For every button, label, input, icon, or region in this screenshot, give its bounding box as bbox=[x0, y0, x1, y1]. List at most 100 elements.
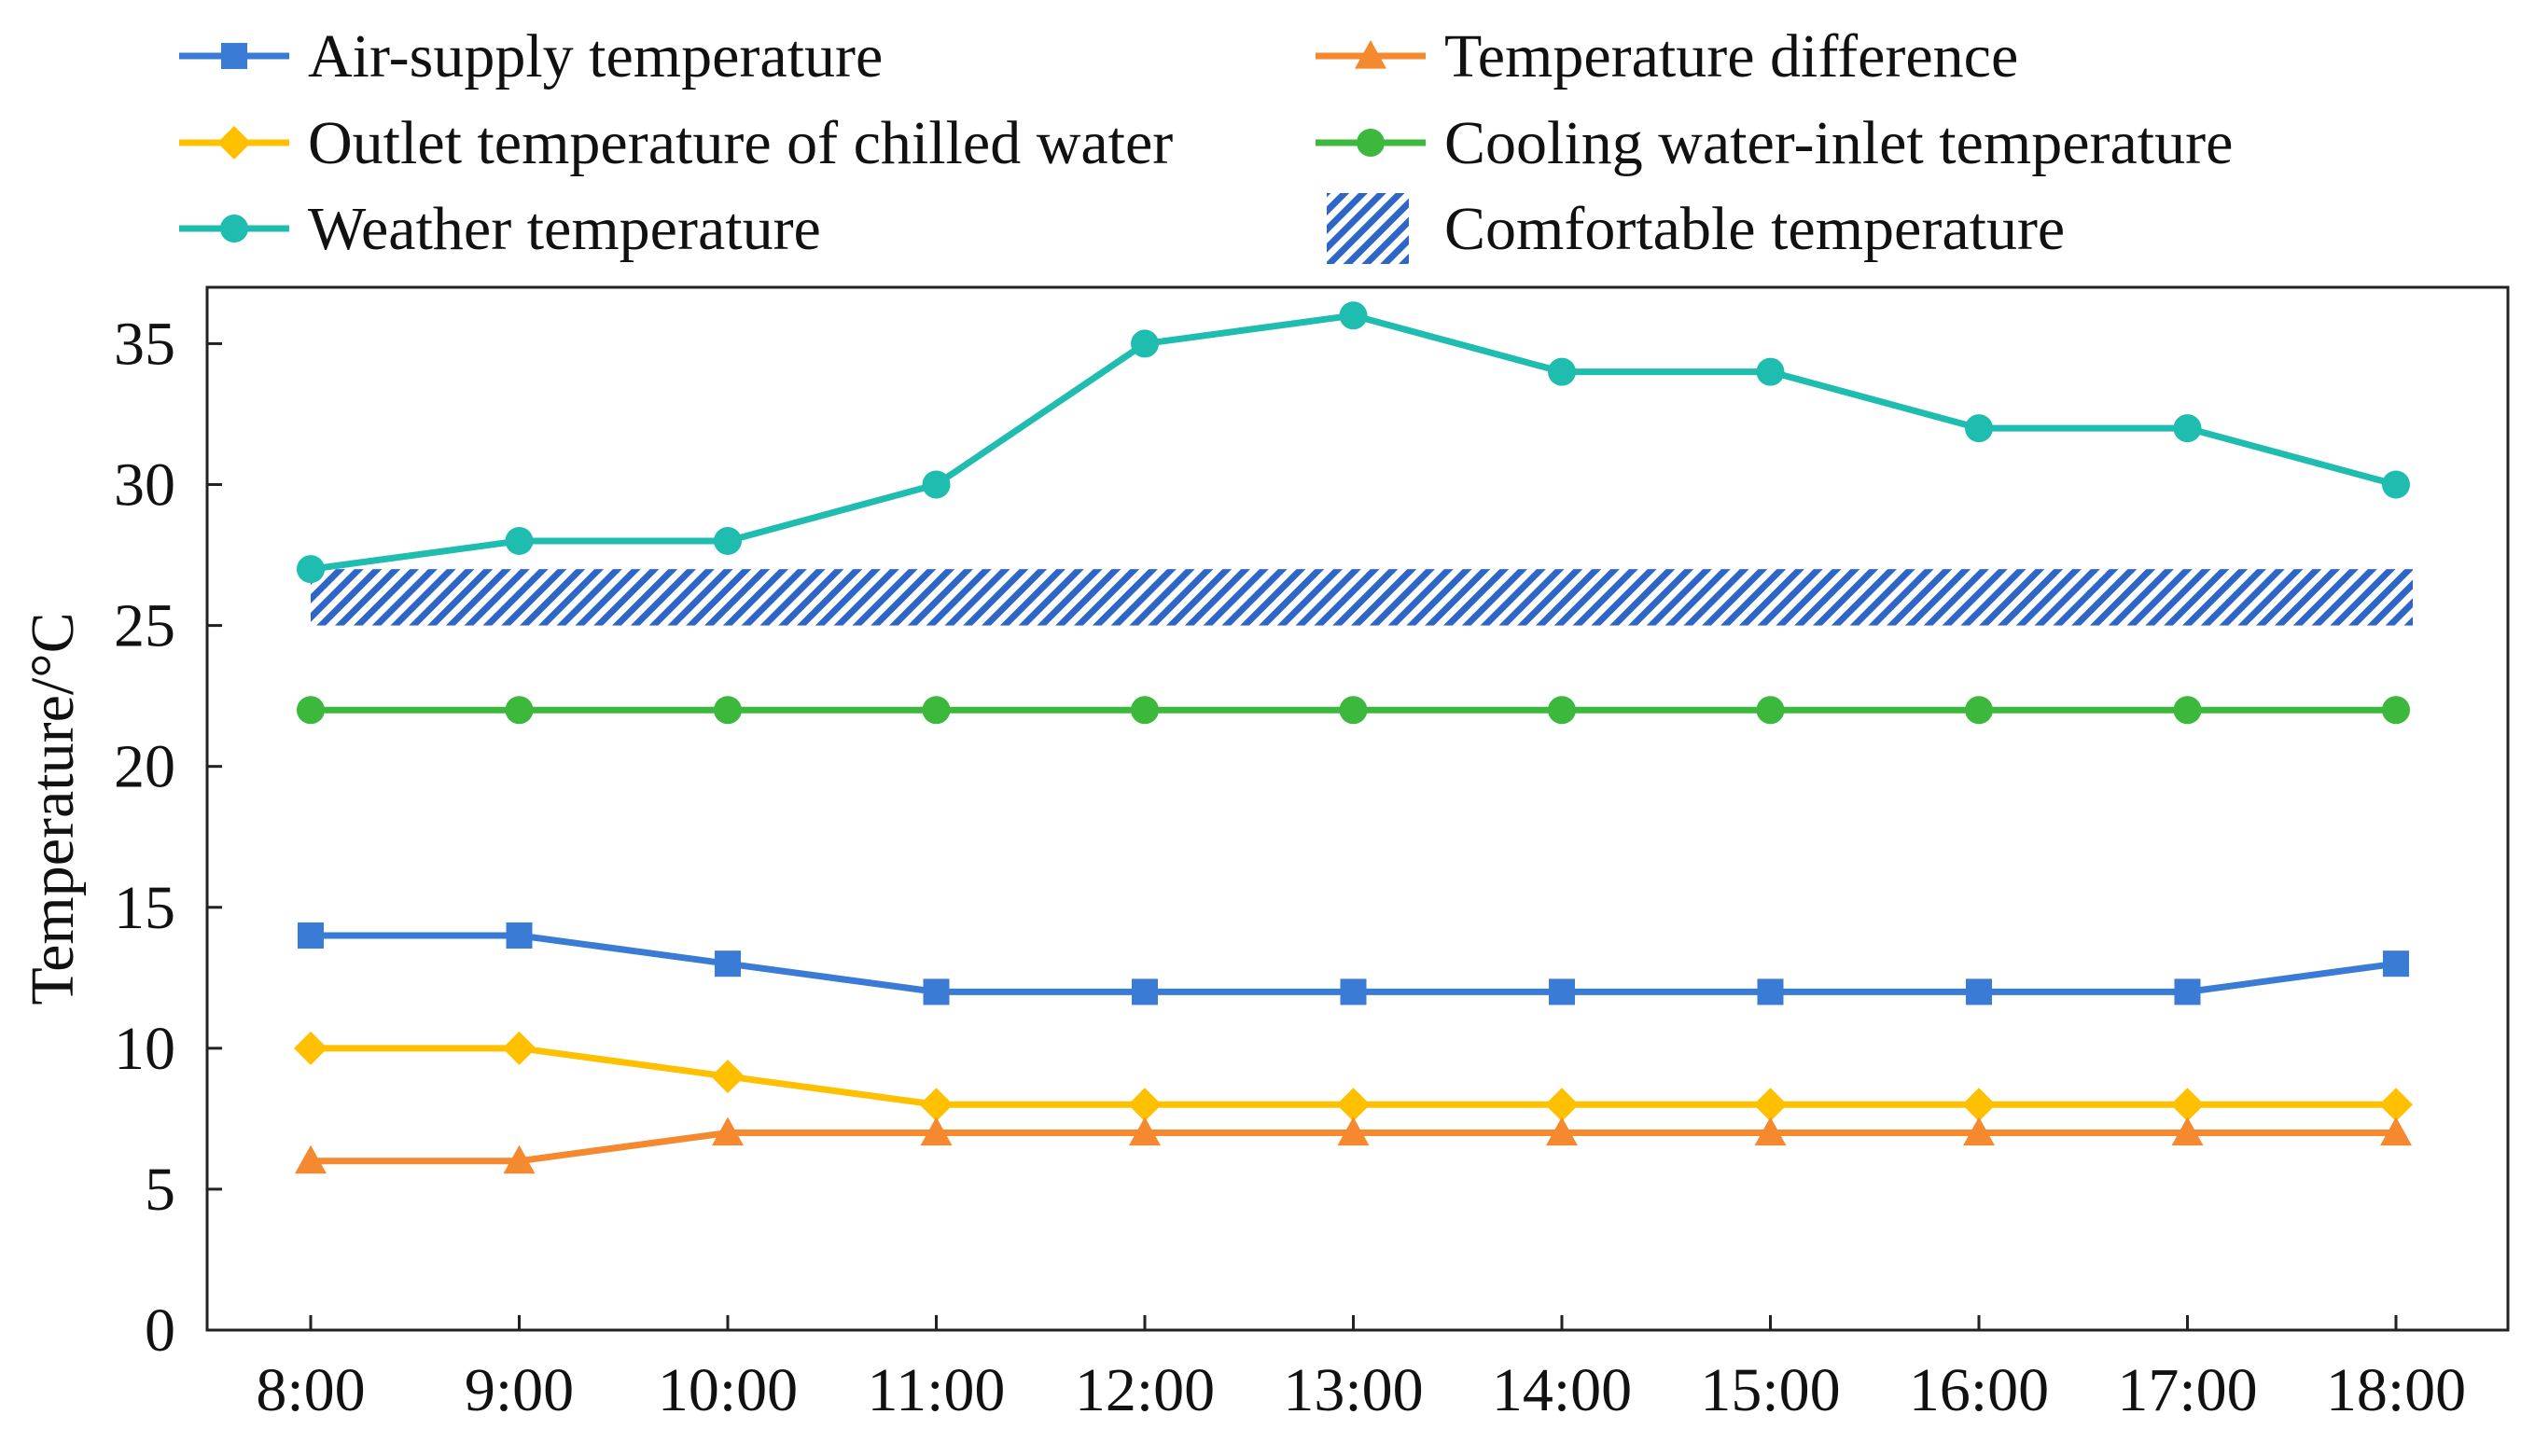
data-point-outlet-temperature-of-chilled-water bbox=[1336, 1088, 1371, 1122]
data-point-weather-temperature bbox=[922, 470, 951, 499]
data-point-weather-temperature bbox=[505, 526, 534, 555]
data-point-cooling-water-inlet-temperature bbox=[714, 696, 742, 725]
legend-swatch-marker bbox=[1357, 129, 1385, 157]
data-point-cooling-water-inlet-temperature bbox=[2382, 696, 2410, 725]
data-point-air-supply-temperature bbox=[1549, 978, 1575, 1005]
data-point-air-supply-temperature bbox=[2383, 950, 2409, 978]
data-point-cooling-water-inlet-temperature bbox=[2173, 696, 2202, 725]
x-tick-label: 13:00 bbox=[1283, 1356, 1423, 1424]
data-point-weather-temperature bbox=[1965, 414, 1993, 443]
y-tick-label: 5 bbox=[145, 1156, 175, 1224]
y-tick-label: 10 bbox=[114, 1015, 175, 1083]
data-point-air-supply-temperature bbox=[298, 922, 324, 949]
data-point-air-supply-temperature bbox=[506, 922, 533, 949]
y-tick-label: 20 bbox=[114, 733, 175, 801]
data-point-air-supply-temperature bbox=[715, 950, 741, 978]
legend-item: Weather temperature bbox=[179, 195, 821, 263]
data-point-air-supply-temperature bbox=[2174, 978, 2201, 1005]
x-tick-label: 15:00 bbox=[1700, 1356, 1840, 1424]
y-tick-label: 25 bbox=[114, 592, 175, 660]
legend-swatch-hatch bbox=[1327, 193, 1409, 264]
data-point-cooling-water-inlet-temperature bbox=[505, 696, 534, 725]
plot-frame bbox=[205, 285, 2510, 1332]
data-point-weather-temperature bbox=[1548, 357, 1576, 386]
legend-item: Outlet temperature of chilled water bbox=[179, 109, 1173, 177]
data-point-air-supply-temperature bbox=[1132, 978, 1158, 1005]
data-point-outlet-temperature-of-chilled-water bbox=[294, 1031, 327, 1065]
legend-swatch-marker bbox=[221, 43, 247, 69]
legend-label: Temperature difference bbox=[1444, 22, 2018, 90]
data-point-weather-temperature bbox=[297, 555, 325, 584]
data-point-weather-temperature bbox=[1131, 329, 1159, 358]
data-point-temperature-difference bbox=[295, 1144, 327, 1174]
legend-item: Temperature difference bbox=[1316, 22, 2018, 90]
legend-item: Comfortable temperature bbox=[1327, 193, 2065, 264]
legend-label: Cooling water-inlet temperature bbox=[1444, 109, 2233, 177]
legend-label: Weather temperature bbox=[308, 195, 821, 263]
data-point-cooling-water-inlet-temperature bbox=[1131, 696, 1159, 725]
data-point-cooling-water-inlet-temperature bbox=[297, 696, 325, 725]
x-tick-label: 12:00 bbox=[1075, 1356, 1215, 1424]
legend-label: Outlet temperature of chilled water bbox=[308, 109, 1173, 177]
legend-label: Air-supply temperature bbox=[308, 22, 883, 90]
comfort-band bbox=[311, 569, 2413, 626]
data-point-temperature-difference bbox=[1963, 1116, 1995, 1146]
data-point-air-supply-temperature bbox=[1757, 978, 1784, 1005]
legend-swatch-marker bbox=[217, 126, 251, 159]
data-point-outlet-temperature-of-chilled-water bbox=[2170, 1088, 2205, 1122]
y-axis-title: Temperature/°C bbox=[19, 612, 87, 1005]
data-point-outlet-temperature-of-chilled-water bbox=[502, 1031, 536, 1065]
data-point-cooling-water-inlet-temperature bbox=[922, 696, 951, 725]
data-point-temperature-difference bbox=[503, 1144, 536, 1174]
data-point-weather-temperature bbox=[2382, 470, 2410, 499]
y-tick-label: 30 bbox=[114, 451, 175, 520]
data-point-air-supply-temperature bbox=[1340, 978, 1367, 1005]
y-tick-label: 0 bbox=[145, 1297, 175, 1365]
data-point-outlet-temperature-of-chilled-water bbox=[1753, 1088, 1788, 1122]
data-point-outlet-temperature-of-chilled-water bbox=[2379, 1088, 2413, 1122]
data-point-cooling-water-inlet-temperature bbox=[1756, 696, 1785, 725]
legend-swatch-marker bbox=[220, 215, 248, 243]
y-tick-label: 35 bbox=[114, 310, 175, 378]
data-point-temperature-difference bbox=[920, 1116, 953, 1146]
data-point-temperature-difference bbox=[712, 1116, 744, 1146]
axes: 0 5 10 15 20 25 30 35 8:00 9:00 10:00 11:00 12:00 13:… bbox=[19, 285, 2510, 1424]
data-point-cooling-water-inlet-temperature bbox=[1548, 696, 1576, 725]
series-line-weather-temperature bbox=[310, 312, 2397, 573]
x-tick-label: 18:00 bbox=[2326, 1356, 2466, 1424]
x-tick-label: 14:00 bbox=[1492, 1356, 1632, 1424]
legend-item: Air-supply temperature bbox=[179, 22, 883, 90]
x-tick-label: 8:00 bbox=[256, 1356, 365, 1424]
data-point-outlet-temperature-of-chilled-water bbox=[1545, 1088, 1579, 1122]
data-point-outlet-temperature-of-chilled-water bbox=[711, 1060, 745, 1094]
y-tick-label: 15 bbox=[114, 874, 175, 942]
legend-swatch-marker bbox=[1355, 40, 1386, 69]
data-point-temperature-difference bbox=[1546, 1116, 1578, 1146]
data-point-cooling-water-inlet-temperature bbox=[1339, 696, 1368, 725]
legend-label: Comfortable temperature bbox=[1444, 195, 2065, 263]
x-tick-label: 16:00 bbox=[1909, 1356, 2049, 1424]
legend: Air-supply temperature Temperature differ… bbox=[179, 22, 2233, 264]
data-point-temperature-difference bbox=[1754, 1116, 1787, 1146]
legend-item: Cooling water-inlet temperature bbox=[1316, 109, 2233, 177]
data-point-cooling-water-inlet-temperature bbox=[1965, 696, 1993, 725]
data-point-outlet-temperature-of-chilled-water bbox=[1962, 1088, 1996, 1122]
data-point-weather-temperature bbox=[1756, 357, 1785, 386]
x-tick-label: 10:00 bbox=[658, 1356, 798, 1424]
plot-area bbox=[294, 301, 2413, 1174]
x-tick-label: 11:00 bbox=[868, 1356, 1006, 1424]
data-point-air-supply-temperature bbox=[923, 978, 950, 1005]
x-tick-label: 9:00 bbox=[465, 1356, 574, 1424]
data-point-outlet-temperature-of-chilled-water bbox=[1128, 1088, 1162, 1122]
data-point-outlet-temperature-of-chilled-water bbox=[919, 1088, 954, 1122]
x-tick-label: 17:00 bbox=[2117, 1356, 2257, 1424]
data-point-weather-temperature bbox=[2173, 414, 2202, 443]
data-point-temperature-difference bbox=[2380, 1116, 2412, 1146]
data-point-weather-temperature bbox=[714, 526, 742, 555]
data-point-temperature-difference bbox=[1337, 1116, 1370, 1146]
data-point-air-supply-temperature bbox=[1966, 978, 1992, 1005]
data-point-temperature-difference bbox=[2171, 1116, 2204, 1146]
data-point-temperature-difference bbox=[1129, 1116, 1161, 1146]
